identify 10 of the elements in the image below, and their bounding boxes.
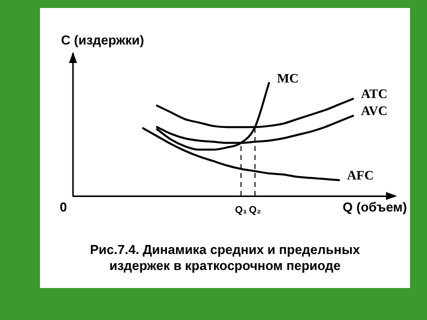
- x-tick-label: Q₁: [235, 204, 247, 216]
- text: 0: [60, 200, 67, 215]
- series-label: ATC: [361, 86, 388, 102]
- series-label: AVC: [361, 103, 388, 118]
- series-label: MC: [277, 70, 299, 86]
- x-axis-title: Q (объем): [342, 200, 407, 215]
- x-tick-label: Q₂: [248, 204, 262, 216]
- series-label: AFC: [347, 168, 374, 183]
- y-axis-title: C (издержки): [61, 32, 144, 48]
- text: Рис.7.4. Динамика средних и предельных издержек в краткосрочном периоде: [89, 242, 361, 274]
